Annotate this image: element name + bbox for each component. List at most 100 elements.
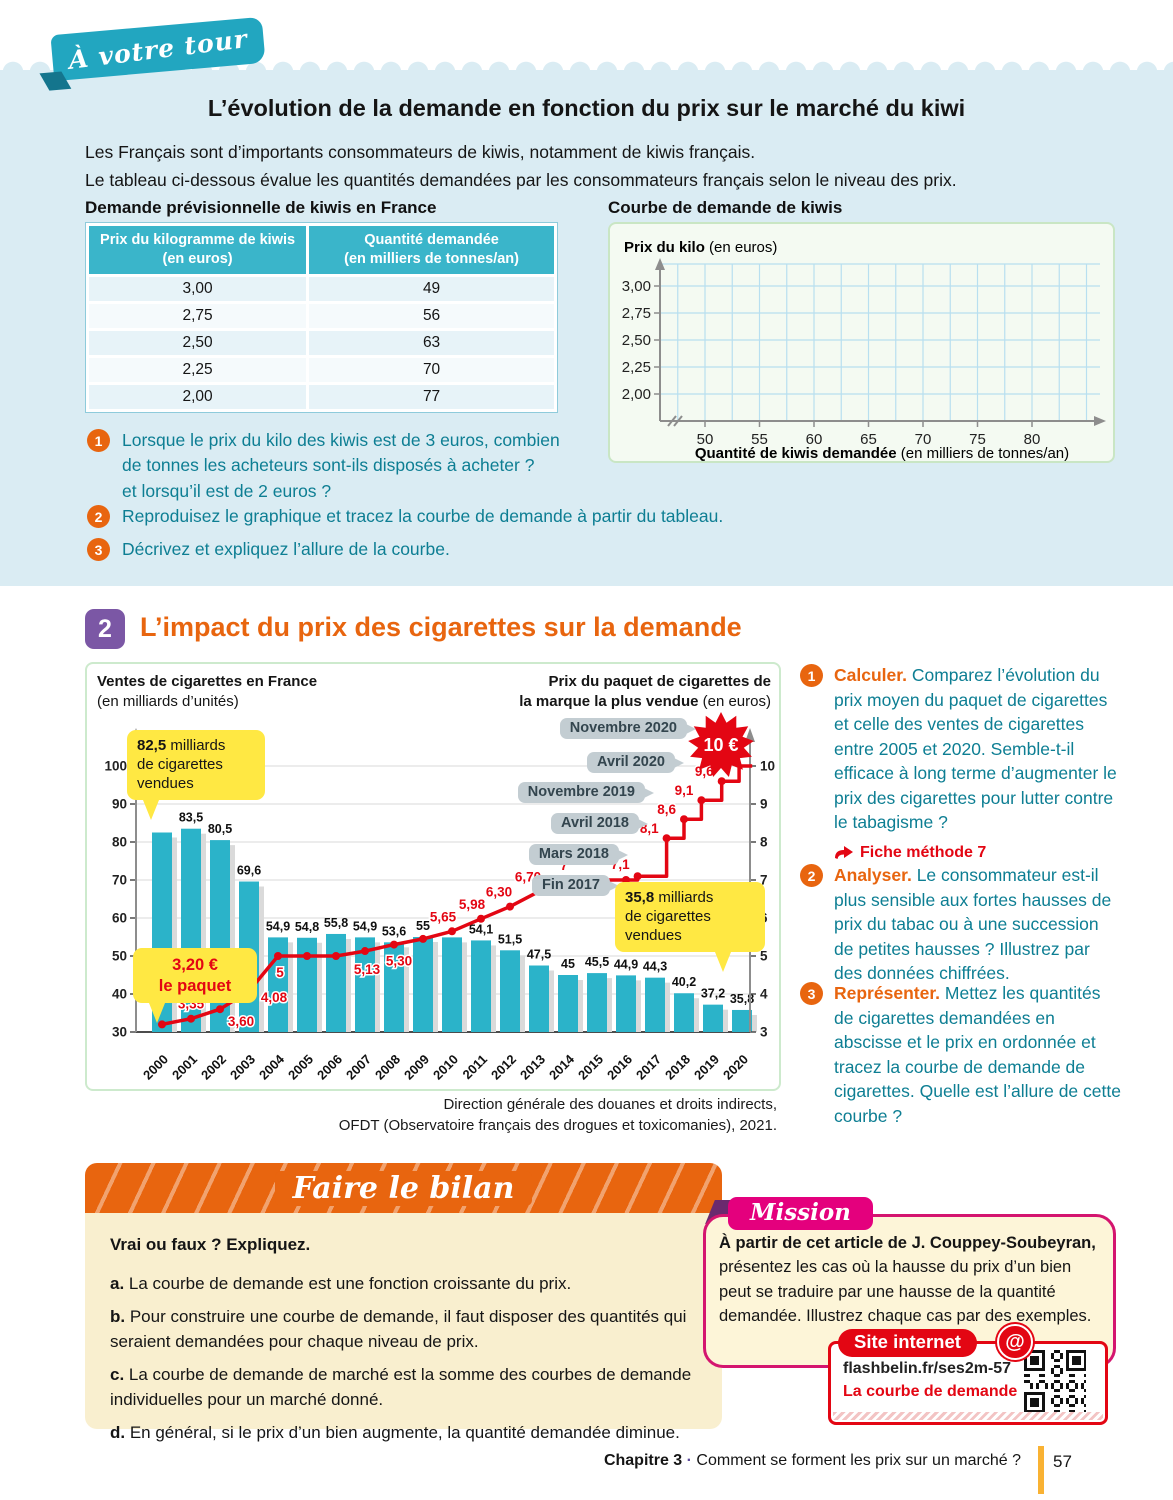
- right-axis-title-bold-1: Prix du paquet de cigarettes de: [548, 673, 771, 690]
- kiwi-grid: Prix du kilo (en euros) 3,00 2,75 2,50 2,25 2…: [622, 239, 1106, 462]
- callout-2000-price: 3,20 € le paquet: [133, 948, 257, 1024]
- x-axis-year-label: 2005: [285, 1052, 316, 1083]
- date-annotation: Fin 2017: [531, 875, 620, 896]
- x-axis-year-label: 2007: [343, 1052, 374, 1083]
- kiwi-table-title: Demande prévisionnelle de kiwis en Franc…: [85, 198, 437, 217]
- section-2-title: L’impact du prix des cigarettes sur la d…: [140, 612, 742, 642]
- bar-shadow: [345, 938, 351, 1032]
- svg-text:80: 80: [1024, 431, 1041, 448]
- bar-2010: [442, 937, 462, 1032]
- bar-value-label: 54,1: [469, 922, 493, 936]
- price-value-label: 5,65: [430, 909, 457, 924]
- qr-code: [1024, 1350, 1086, 1412]
- bar-shadow: [374, 942, 380, 1032]
- bar-value-label: 44,3: [643, 960, 667, 974]
- cell-quantity: 63: [309, 330, 554, 355]
- right-axis-tick: 10: [760, 759, 775, 774]
- bar-2013: [529, 965, 549, 1032]
- bar-value-label: 53,6: [382, 924, 406, 938]
- cell-price: 3,00: [89, 276, 307, 301]
- x-axis-year-label: 2004: [256, 1051, 288, 1083]
- cell-quantity: 49: [309, 276, 554, 301]
- question-number-badge: 2: [800, 864, 823, 887]
- svg-text:50: 50: [697, 431, 714, 448]
- question-number-badge: 3: [87, 538, 110, 561]
- question-text: Calculer. Comparez l’évolution du prix m…: [834, 663, 1122, 864]
- x-axis-year-label: 2003: [227, 1052, 258, 1083]
- bar-shadow: [519, 955, 525, 1032]
- left-axis-tick: 90: [112, 797, 127, 812]
- cell-price: 2,75: [89, 303, 307, 328]
- bar-shadow: [171, 837, 177, 1032]
- kiwi-demand-table: Prix du kilogramme de kiwis (en euros) Q…: [85, 222, 558, 413]
- price-point: [187, 1014, 195, 1023]
- bar-shadow: [229, 845, 235, 1032]
- svg-text:2,50: 2,50: [622, 332, 651, 349]
- table-row: 3,00 49: [89, 276, 554, 301]
- bar-value-label: 44,9: [614, 957, 638, 971]
- question-2: 2 Reproduisez le graphique et tracez la …: [87, 504, 787, 529]
- price-value-label: 8,6: [657, 802, 676, 817]
- item-letter: d.: [110, 1422, 126, 1442]
- left-axis-tick: 40: [112, 987, 127, 1002]
- bar-value-label: 51,5: [498, 932, 522, 946]
- bilan-body: Vrai ou faux ? Expliquez. a. La courbe d…: [85, 1213, 722, 1442]
- item-letter: c.: [110, 1364, 125, 1384]
- svg-text:60: 60: [806, 431, 823, 448]
- question-1: 1 Lorsque le prix du kilo des kiwis est …: [87, 428, 707, 504]
- price-point: [390, 940, 398, 949]
- table-row: 2,25 70: [89, 357, 554, 382]
- item-text: Pour construire une courbe de demande, i…: [110, 1306, 687, 1352]
- table-row: 2,00 77: [89, 384, 554, 409]
- s2-question-2: 2 Analyser. Le consommateur est-il plus …: [800, 863, 1122, 986]
- kiwi-demand-grid-box: Prix du kilo (en euros) 3,00 2,75 2,50 2,25 2…: [608, 222, 1115, 463]
- price-point: [633, 872, 642, 881]
- bars-group: 83,5 80,5 69,6 54,9 54,8 55,8 54,9 53,6 55 54,1 51…: [152, 811, 757, 1032]
- question-verb: Représenter.: [834, 983, 941, 1003]
- price-value-label: 5,98: [459, 897, 486, 912]
- bar-shadow: [606, 978, 612, 1032]
- bar-shadow: [403, 947, 409, 1032]
- svg-text:55: 55: [751, 431, 768, 448]
- bar-2008: [384, 942, 404, 1032]
- left-axis-tick: 50: [112, 949, 127, 964]
- bar-value-label: 37,2: [701, 987, 725, 1001]
- question-text: Représenter. Mettez les quantités de cig…: [834, 981, 1122, 1128]
- bar-shadow: [490, 945, 496, 1032]
- bar-value-label: 54,9: [353, 919, 377, 933]
- item-text: La courbe de demande de marché est la so…: [110, 1364, 692, 1410]
- kiwi-demand-grid-chart: Prix du kilo (en euros) 3,00 2,75 2,50 2,25 2…: [622, 239, 1106, 462]
- bilan-item-c: c. La courbe de demande de marché est la…: [110, 1362, 700, 1413]
- footer-chapter: Chapitre 3 · Comment se forment les prix…: [604, 1452, 1021, 1470]
- bar-2009: [413, 937, 433, 1032]
- question-number-badge: 2: [87, 505, 110, 528]
- fiche-methode-link: Fiche méthode 7: [834, 842, 1122, 864]
- item-text: En général, si le prix d’un bien augment…: [125, 1422, 680, 1442]
- exercise-title: L’évolution de la demande en fonction du…: [207, 95, 966, 121]
- price-value-label: 3,60: [228, 1014, 254, 1029]
- bar-value-label: 55,8: [324, 916, 348, 930]
- price-point: [448, 927, 456, 936]
- bar-shadow: [635, 980, 641, 1032]
- x-axis-year-label: 2009: [401, 1052, 432, 1083]
- svg-text:Quantité de kiwis demandée (en: Quantité de kiwis demandée (en milliers …: [695, 445, 1069, 461]
- bar-shadow: [664, 982, 670, 1032]
- chapter-label: Chapitre 3: [603, 1452, 683, 1469]
- cigarette-chart-box: Ventes de cigarettes en France (en milli…: [85, 662, 781, 1091]
- question-body: Comparez l’évolution du prix moyen du pa…: [834, 665, 1117, 832]
- site-url[interactable]: flashbelin.fr/ses2m-57: [843, 1360, 1012, 1377]
- price-point: [332, 952, 340, 960]
- question-text: Lorsque le prix du kilo des kiwis est de…: [122, 430, 560, 501]
- callout-2000-sales: 82,5 milliards de cigarettes vendues: [127, 730, 265, 820]
- bar-shadow: [751, 1014, 757, 1032]
- x-axis-year-label: 2015: [575, 1052, 606, 1083]
- bar-value-label: 69,6: [237, 864, 261, 878]
- bar-shadow: [200, 833, 206, 1032]
- x-axis-year-label: 2001: [169, 1052, 200, 1083]
- bar-2015: [587, 973, 607, 1032]
- svg-text:2,00: 2,00: [622, 386, 651, 403]
- price-point: [274, 952, 282, 960]
- callout-value: 82,5: [137, 737, 167, 754]
- price-point: [303, 952, 311, 960]
